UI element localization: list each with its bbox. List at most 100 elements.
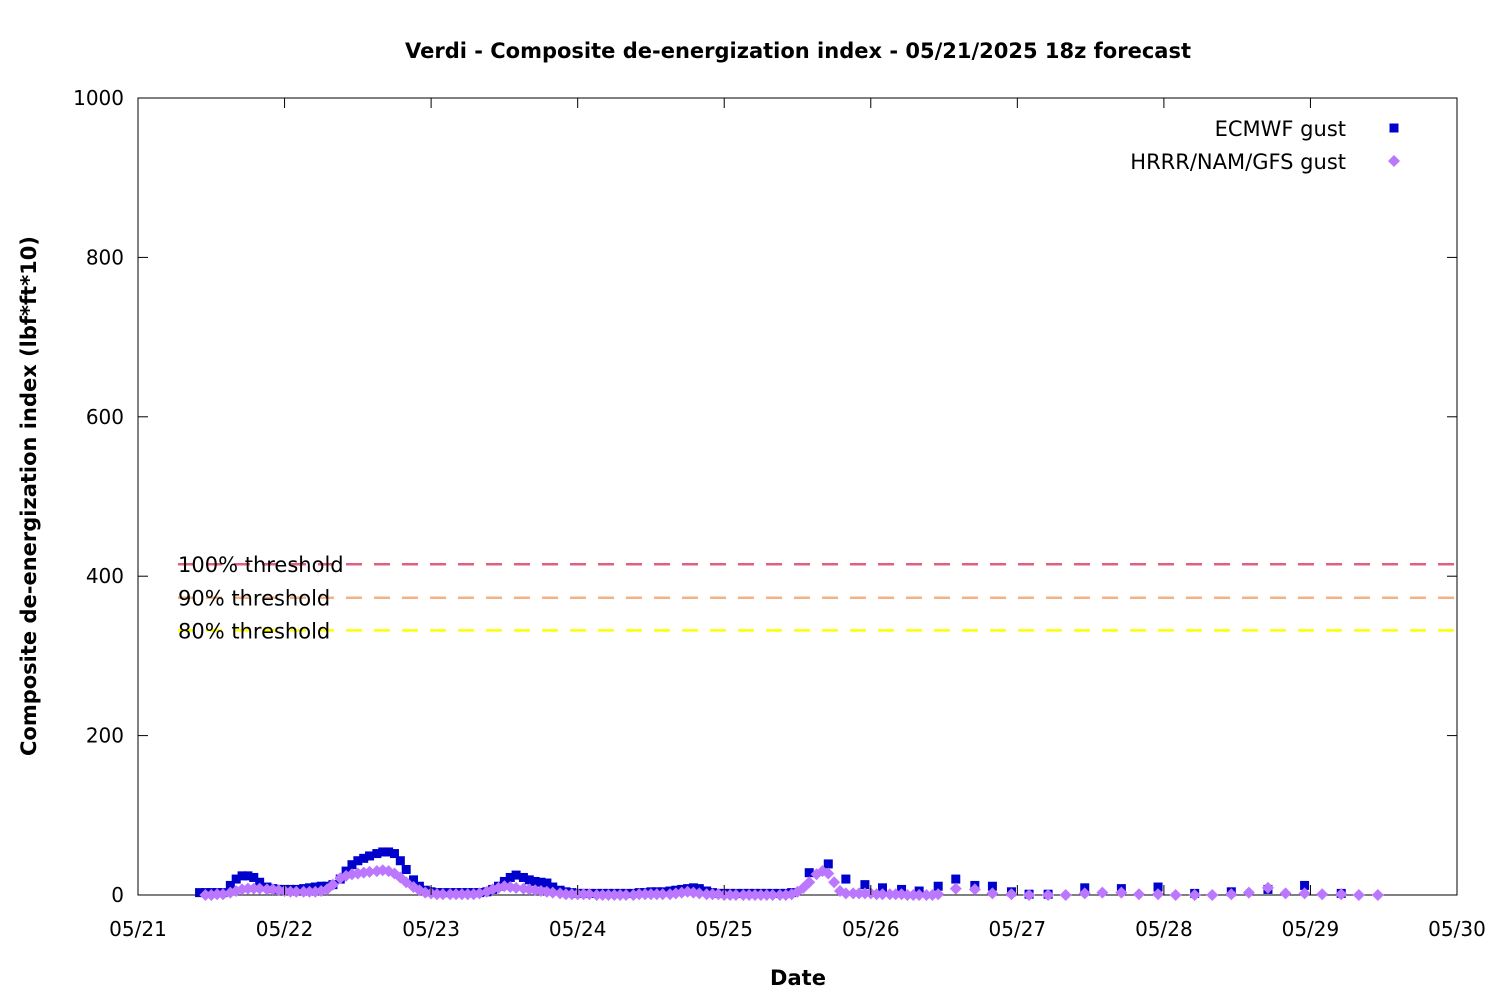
- data-point-square: [530, 876, 540, 886]
- y-tick-label: 1000: [73, 86, 124, 110]
- data-point-diamond: [1352, 889, 1365, 901]
- data-point-square: [195, 888, 205, 898]
- data-point-square: [804, 868, 814, 878]
- data-point-diamond: [1005, 888, 1018, 901]
- data-point-diamond: [828, 876, 841, 889]
- data-point-diamond: [1298, 887, 1311, 900]
- data-point-diamond: [436, 888, 449, 901]
- data-point-square: [518, 872, 528, 882]
- data-point-square: [511, 870, 521, 880]
- data-point-square: [524, 875, 534, 885]
- data-point-square: [237, 871, 247, 881]
- data-point-square: [347, 860, 357, 870]
- data-point-diamond: [1132, 888, 1145, 901]
- data-point-square: [395, 856, 405, 866]
- y-axis: 0 200 400 600 800 1000: [73, 86, 1457, 907]
- data-point-square: [255, 877, 265, 887]
- data-point-diamond: [822, 867, 835, 880]
- legend-marker-diamond: [1388, 155, 1400, 167]
- series-hrrr-nam-gfs-gust: [199, 864, 1384, 901]
- data-point-diamond: [546, 886, 559, 899]
- data-point-diamond: [693, 887, 706, 900]
- series-layer: [195, 847, 1384, 901]
- data-point-diamond: [1059, 889, 1072, 901]
- data-point-square: [359, 853, 369, 863]
- data-point-square: [378, 847, 388, 857]
- data-point-square: [860, 880, 870, 890]
- y-tick-label: 400: [86, 564, 124, 588]
- x-tick-label: 05/26: [842, 917, 900, 941]
- legend-entry-label: ECMWF gust: [1215, 117, 1346, 141]
- data-point-diamond: [253, 882, 266, 895]
- data-point-diamond: [968, 883, 981, 896]
- data-point-diamond: [1078, 887, 1091, 900]
- data-point-diamond: [620, 889, 633, 901]
- x-tick-label: 05/23: [402, 917, 460, 941]
- data-point-diamond: [363, 865, 376, 878]
- data-point-square: [933, 881, 943, 891]
- data-point-diamond: [1023, 889, 1036, 901]
- data-point-diamond: [1225, 888, 1238, 901]
- data-point-diamond: [1096, 886, 1109, 899]
- data-point-diamond: [1335, 888, 1348, 901]
- data-point-diamond: [803, 876, 816, 889]
- data-point-diamond: [656, 888, 669, 901]
- y-tick-label: 200: [86, 724, 124, 748]
- data-point-diamond: [1042, 889, 1055, 901]
- data-point-square: [384, 847, 394, 857]
- data-point-diamond: [1169, 889, 1182, 901]
- data-point-diamond: [913, 889, 926, 901]
- data-point-square: [353, 856, 363, 866]
- y-tick-label: 0: [111, 883, 124, 907]
- y-tick-label: 600: [86, 405, 124, 429]
- data-point-diamond: [729, 889, 742, 901]
- data-point-square: [225, 880, 235, 890]
- chart-title: Verdi - Composite de-energization index …: [405, 39, 1191, 63]
- data-point-diamond: [949, 882, 962, 895]
- data-point-square: [1300, 880, 1310, 890]
- x-tick-label: 05/28: [1135, 917, 1193, 941]
- legend-marker-square: [1389, 123, 1399, 133]
- data-point-diamond: [583, 888, 596, 901]
- legend: ECMWF gust HRRR/NAM/GFS gust: [1130, 117, 1400, 174]
- threshold-label: 100% threshold: [178, 553, 344, 577]
- y-axis-label: Composite de-energization index (lbf*ft*…: [17, 236, 41, 756]
- data-point-square: [243, 871, 253, 881]
- y-tick-label: 800: [86, 245, 124, 269]
- data-point-square: [389, 849, 399, 859]
- data-point-square: [987, 881, 997, 891]
- data-point-diamond: [839, 887, 852, 900]
- x-tick-label: 05/27: [989, 917, 1047, 941]
- data-point-diamond: [876, 888, 889, 901]
- data-point-diamond: [510, 881, 523, 894]
- threshold-label: 90% threshold: [178, 587, 330, 611]
- data-point-diamond: [1371, 889, 1384, 901]
- data-point-square: [372, 849, 382, 859]
- data-point-square: [231, 874, 241, 884]
- data-point-diamond: [766, 889, 779, 901]
- x-tick-label: 05/30: [1428, 917, 1486, 941]
- x-tick-label: 05/25: [695, 917, 753, 941]
- x-tick-label: 05/22: [256, 917, 314, 941]
- data-point-diamond: [1188, 889, 1201, 901]
- x-tick-label: 05/29: [1282, 917, 1340, 941]
- data-point-square: [542, 878, 552, 888]
- x-axis-label: Date: [770, 966, 826, 990]
- data-point-square: [841, 874, 851, 884]
- data-point-diamond: [932, 888, 945, 901]
- data-point-square: [951, 874, 961, 884]
- data-point-diamond: [1152, 888, 1165, 901]
- threshold-label: 80% threshold: [178, 619, 330, 643]
- data-point-square: [409, 875, 419, 885]
- data-point-diamond: [1316, 888, 1329, 901]
- data-point-diamond: [1261, 881, 1274, 894]
- data-point-diamond: [400, 876, 413, 889]
- data-point-diamond: [1279, 887, 1292, 900]
- data-point-square: [401, 864, 411, 874]
- data-point-diamond: [1242, 886, 1255, 899]
- data-point-diamond: [1115, 886, 1128, 899]
- legend-entry-label: HRRR/NAM/GFS gust: [1130, 150, 1346, 174]
- data-point-diamond: [986, 887, 999, 900]
